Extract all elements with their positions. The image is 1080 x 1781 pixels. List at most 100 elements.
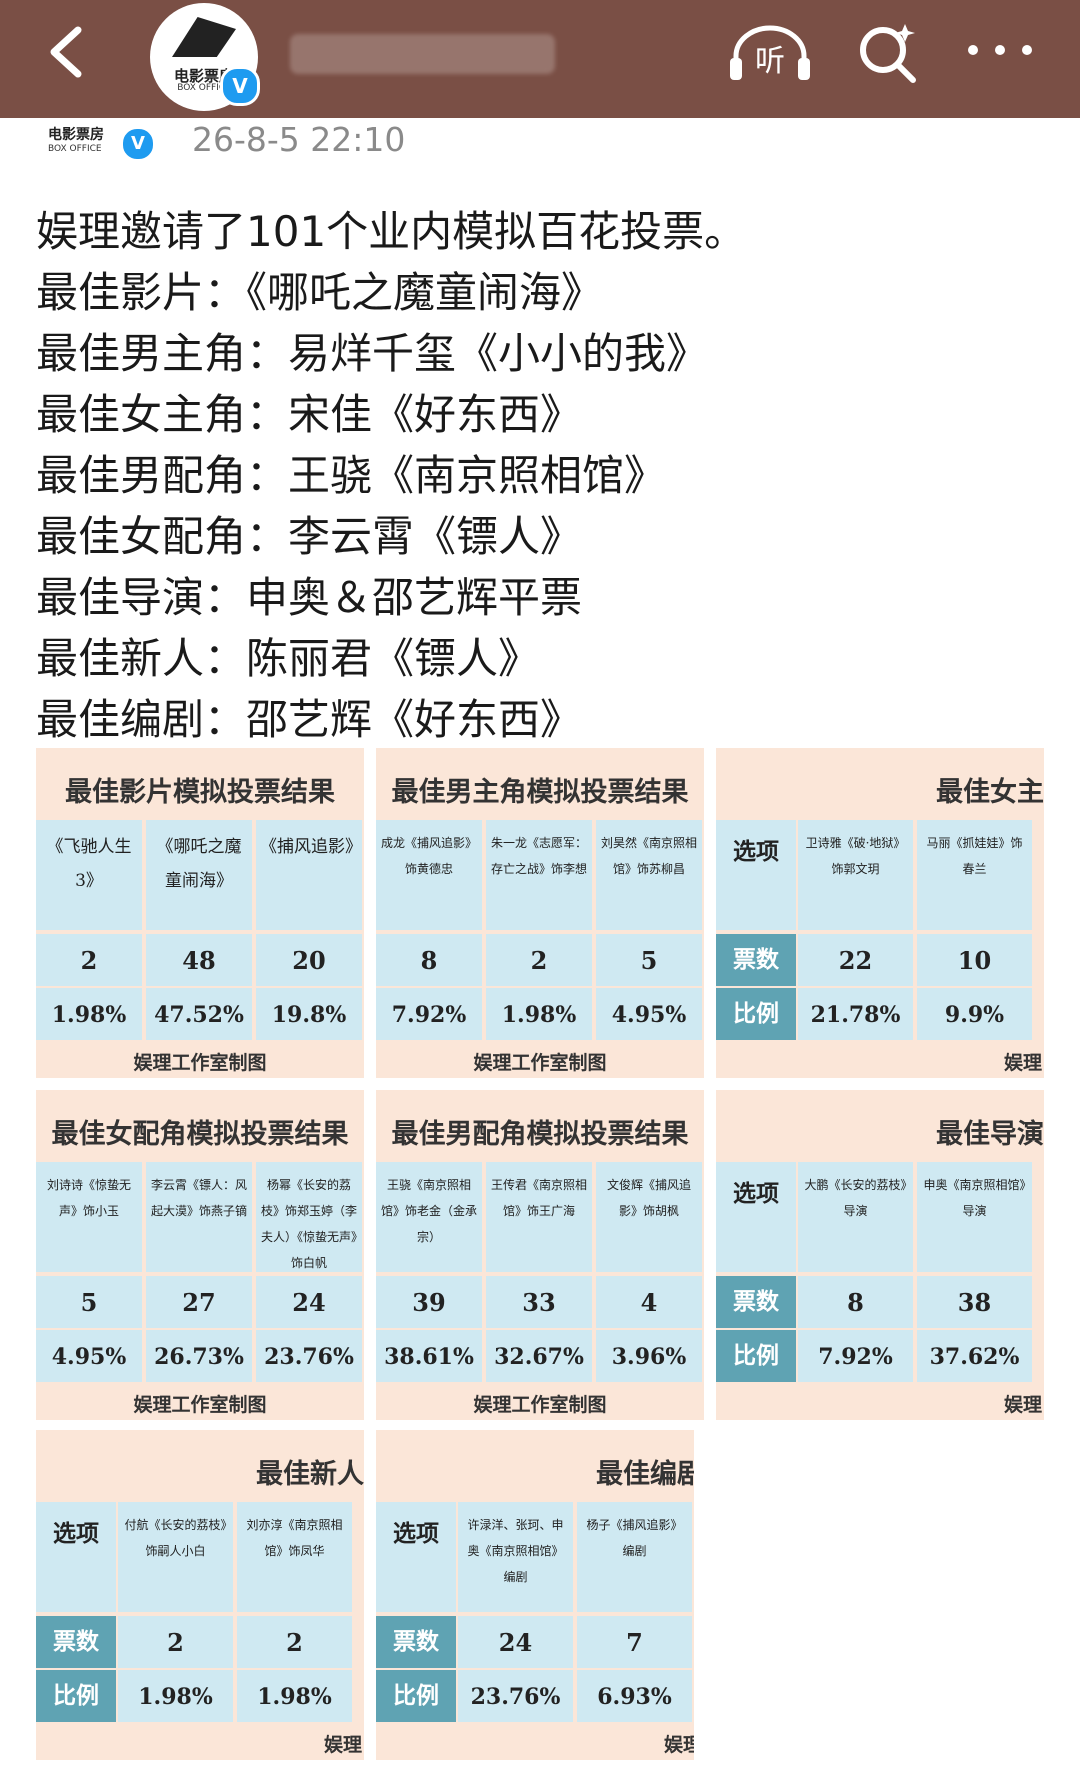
- vote-result-image[interactable]: 最佳编剧 选项 票数 比例 许渌洋、张珂、申奥《南京照相馆》编剧 24 23.76% 杨子《捕…: [376, 1430, 694, 1760]
- vote-result-image[interactable]: 最佳女配角模拟投票结果 刘诗诗《惊蛰无声》饰小玉 5 4.95% 李云霄《镖人：风起大漠…: [36, 1090, 364, 1420]
- more-icon[interactable]: [965, 40, 1035, 60]
- post-line: 最佳新人：陈丽君《镖人》: [36, 634, 541, 683]
- vote-count: 33: [486, 1276, 592, 1328]
- vote-count: 7: [577, 1616, 692, 1668]
- vote-table: 选项 票数 比例 许渌洋、张珂、申奥《南京照相馆》编剧 24 23.76% 杨子《捕风追影》…: [376, 1502, 694, 1726]
- vote-count: 2: [486, 934, 592, 986]
- vote-title: 最佳导演: [936, 1119, 1044, 1150]
- option-name: 杨幂《长安的荔枝》饰郑玉婷（李夫人）《惊蛰无声》饰白帆: [256, 1162, 362, 1272]
- option-name: 刘亦淳《南京照相馆》饰凤华: [237, 1502, 352, 1612]
- post-logo-sub: BOX OFFICE: [48, 144, 102, 154]
- vote-count: 20: [256, 934, 362, 986]
- vote-count: 8: [376, 934, 482, 986]
- vote-title: 最佳女主: [936, 777, 1044, 808]
- account-avatar[interactable]: 电影票房 BOX OFFICE: [150, 3, 258, 111]
- vote-percent: 1.98%: [118, 1670, 233, 1722]
- row-label: 票数: [716, 934, 796, 986]
- vote-percent: 9.9%: [917, 988, 1032, 1040]
- headphones-icon[interactable]: [728, 24, 812, 82]
- post-line: 最佳男配角：王骁《南京照相馆》: [36, 451, 667, 500]
- vote-table: 选项 票数 比例 大鹏《长安的荔枝》导演 8 7.92% 申奥《南京照相馆》导演 38 37.6…: [716, 1162, 1044, 1386]
- option-name: 马丽《抓娃娃》饰春兰: [917, 820, 1032, 930]
- row-label: 比例: [376, 1670, 456, 1722]
- row-label: 选项: [376, 1502, 456, 1612]
- top-bar: 电影票房 BOX OFFICE V 听: [0, 0, 1080, 118]
- vote-table: 王骁《南京照相馆》饰老金（金承宗） 39 38.61% 王传君《南京照相馆》饰王广海 3…: [376, 1162, 704, 1386]
- option-name: 大鹏《长安的荔枝》导演: [798, 1162, 913, 1272]
- option-name: 刘昊然《南京照相馆》饰苏柳昌: [596, 820, 702, 930]
- vote-count: 2: [237, 1616, 352, 1668]
- logo-sub: BOX OFFICE: [177, 83, 231, 93]
- vote-count: 24: [256, 1276, 362, 1328]
- vote-count: 5: [36, 1276, 142, 1328]
- option-name: 杨子《捕风追影》编剧: [577, 1502, 692, 1612]
- post-line: 最佳女配角：李云霄《镖人》: [36, 512, 583, 561]
- vote-percent: 7.92%: [798, 1330, 913, 1382]
- vote-result-image[interactable]: 最佳男配角模拟投票结果王骁《南京照相馆》饰老金（金承宗） 39 38.61% 王传君《…: [376, 1090, 704, 1420]
- post-line: 最佳编剧：邵艺辉《好东西》: [36, 695, 583, 744]
- vote-percent: 37.62%: [917, 1330, 1032, 1382]
- option-name: 卫诗雅《破·地狱》饰郭文玥: [798, 820, 913, 930]
- search-icon[interactable]: [855, 20, 921, 86]
- vote-percent: 23.76%: [256, 1330, 362, 1382]
- vote-title: 最佳女配角模拟投票结果: [51, 1119, 349, 1150]
- option-name: 成龙《捕风追影》饰黄德忠: [376, 820, 482, 930]
- post-line: 最佳女主角：宋佳《好东西》: [36, 390, 583, 439]
- back-arrow-icon[interactable]: [40, 22, 100, 82]
- post-verified-badge: V: [120, 126, 156, 162]
- vote-result-image[interactable]: 最佳新人 选项 票数 比例 付航《长安的荔枝》饰嗣人小白 2 1.98% 刘亦淳《南京照相馆》…: [36, 1430, 364, 1760]
- vote-title: 最佳男主角模拟投票结果: [391, 777, 689, 808]
- vote-table: 《飞驰人生3》 2 1.98% 《哪吒之魔童闹海》 48 47.52% 《捕风追影》 20 19…: [36, 820, 364, 1044]
- vote-count: 5: [596, 934, 702, 986]
- row-label: 选项: [716, 1162, 796, 1272]
- row-label: 选项: [36, 1502, 116, 1612]
- vote-percent: 1.98%: [237, 1670, 352, 1722]
- vote-percent: 6.93%: [577, 1670, 692, 1722]
- vote-percent: 19.8%: [256, 988, 362, 1040]
- vote-title: 最佳影片模拟投票结果: [65, 777, 335, 808]
- vote-percent: 7.92%: [376, 988, 482, 1040]
- vote-count: 48: [146, 934, 252, 986]
- vote-title: 最佳男配角模拟投票结果: [391, 1119, 689, 1150]
- vote-result-image[interactable]: 最佳影片模拟投票结果《飞驰人生3》 2 1.98% 《哪吒之魔童闹海》 48 47.52%…: [36, 748, 364, 1078]
- vote-count: 2: [118, 1616, 233, 1668]
- vote-count: 24: [458, 1616, 573, 1668]
- option-name: 王传君《南京照相馆》饰王广海: [486, 1162, 592, 1272]
- vote-table: 选项 票数 比例 付航《长安的荔枝》饰嗣人小白 2 1.98% 刘亦淳《南京照相馆》饰凤华 2…: [36, 1502, 364, 1726]
- vote-percent: 4.95%: [596, 988, 702, 1040]
- vote-count: 39: [376, 1276, 482, 1328]
- film-logo-icon: [172, 17, 236, 57]
- verified-badge: V: [220, 66, 260, 106]
- vote-percent: 38.61%: [376, 1330, 482, 1382]
- option-name: 付航《长安的荔枝》饰嗣人小白: [118, 1502, 233, 1612]
- vote-result-image[interactable]: 最佳男主角模拟投票结果成龙《捕风追影》饰黄德忠 8 7.92% 朱一龙《志愿军：存亡之…: [376, 748, 704, 1078]
- post-author-avatar[interactable]: 电影票房 BOX OFFICE: [48, 126, 140, 178]
- row-label: 比例: [36, 1670, 116, 1722]
- vote-count: 2: [36, 934, 142, 986]
- listen-label[interactable]: 听: [755, 44, 785, 79]
- vote-percent: 21.78%: [798, 988, 913, 1040]
- post-line: 最佳影片：《哪吒之魔童闹海》: [36, 268, 604, 317]
- row-label: 票数: [716, 1276, 796, 1328]
- option-name: 刘诗诗《惊蛰无声》饰小玉: [36, 1162, 142, 1272]
- vote-count: 8: [798, 1276, 913, 1328]
- vote-count: 22: [798, 934, 913, 986]
- post-line: 最佳男主角：易烊千玺《小小的我》: [36, 329, 709, 378]
- option-name: 王骁《南京照相馆》饰老金（金承宗）: [376, 1162, 482, 1272]
- vote-percent: 1.98%: [486, 988, 592, 1040]
- post-line: 最佳导演：申奥＆邵艺辉平票: [36, 573, 583, 622]
- vote-title: 最佳新人: [256, 1459, 364, 1490]
- vote-result-image[interactable]: 最佳女主 选项 票数 比例 卫诗雅《破·地狱》饰郭文玥 22 21.78% 马丽《抓娃娃》饰春…: [716, 748, 1044, 1078]
- vote-percent: 32.67%: [486, 1330, 592, 1382]
- vote-title: 最佳编剧: [596, 1459, 694, 1490]
- option-name: 朱一龙《志愿军：存亡之战》饰李想: [486, 820, 592, 930]
- vote-footer: 娱理: [323, 1734, 362, 1756]
- option-name: 《哪吒之魔童闹海》: [146, 820, 252, 930]
- account-name-blurred[interactable]: [290, 34, 555, 74]
- vote-footer: 娱理工作室制图: [133, 1052, 267, 1074]
- option-name: 申奥《南京照相馆》导演: [917, 1162, 1032, 1272]
- vote-footer: 娱理: [1003, 1394, 1042, 1416]
- option-name: 李云霄《镖人：风起大漠》饰燕子镝: [146, 1162, 252, 1272]
- option-name: 许渌洋、张珂、申奥《南京照相馆》编剧: [458, 1502, 573, 1612]
- vote-result-image[interactable]: 最佳导演 选项 票数 比例 大鹏《长安的荔枝》导演 8 7.92% 申奥《南京照相馆》导演 38…: [716, 1090, 1044, 1420]
